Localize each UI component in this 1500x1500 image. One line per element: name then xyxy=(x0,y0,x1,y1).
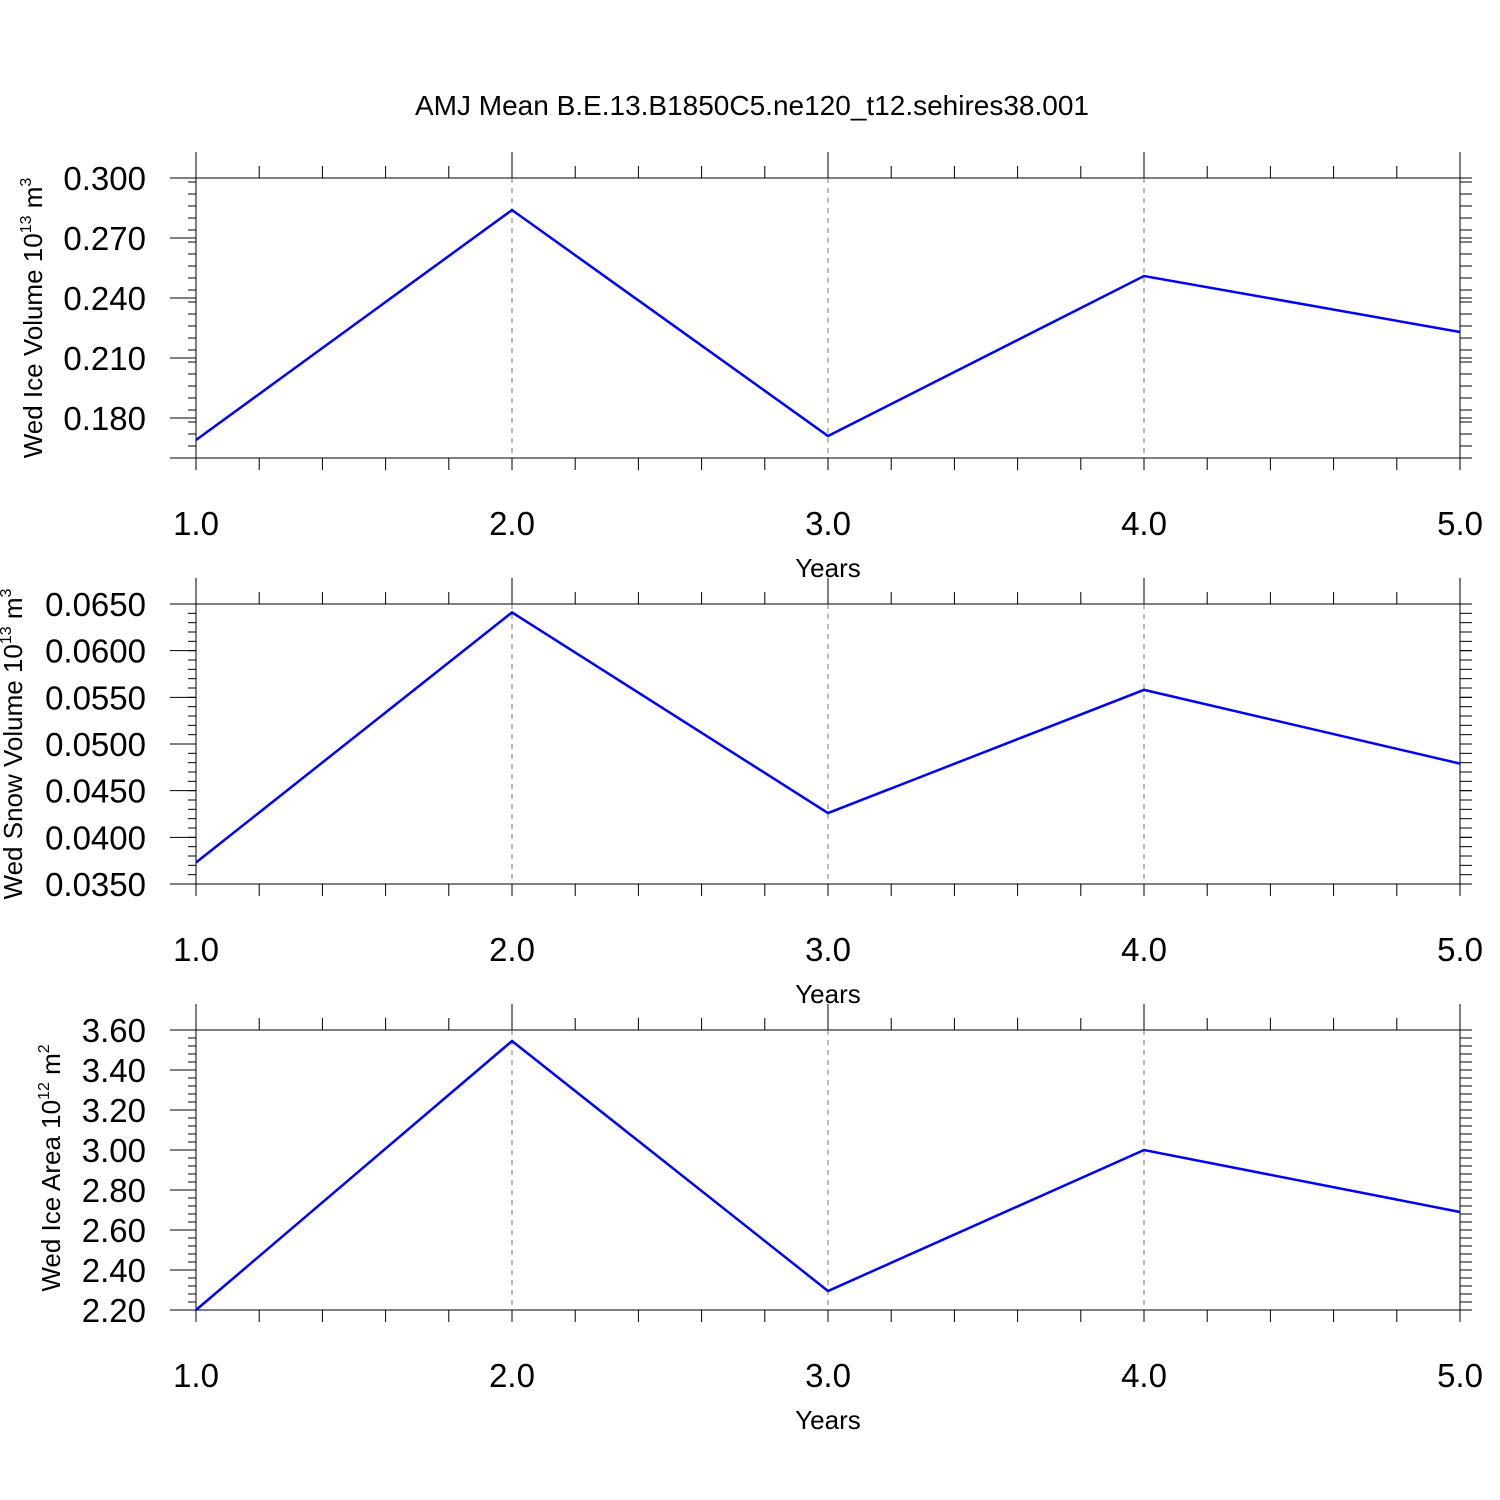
x-tick-label: 2.0 xyxy=(489,1357,535,1394)
y-tick-label: 0.0650 xyxy=(45,586,146,623)
y-tick-label: 2.20 xyxy=(82,1292,146,1329)
x-axis-label: Years xyxy=(795,1405,861,1435)
x-tick-label: 5.0 xyxy=(1437,931,1483,968)
y-axis-label: Wed Ice Area 1012 m2 xyxy=(36,1044,66,1291)
x-tick-label: 3.0 xyxy=(805,1357,851,1394)
x-tick-label: 4.0 xyxy=(1121,1357,1167,1394)
x-tick-label: 1.0 xyxy=(173,931,219,968)
chart-title: AMJ Mean B.E.13.B1850C5.ne120_t12.sehire… xyxy=(415,90,1089,121)
x-tick-label: 1.0 xyxy=(173,505,219,542)
y-tick-label: 3.00 xyxy=(82,1132,146,1169)
y-tick-label: 3.40 xyxy=(82,1052,146,1089)
x-tick-label: 3.0 xyxy=(805,931,851,968)
y-tick-label: 0.0550 xyxy=(45,679,146,716)
y-tick-label: 2.80 xyxy=(82,1172,146,1209)
y-tick-label: 0.0400 xyxy=(45,819,146,856)
panel-3: 2.202.402.602.803.003.203.403.60 1.0 2.0 3.… xyxy=(36,1004,1483,1435)
x-tick-label: 2.0 xyxy=(489,505,535,542)
y-tick-label: 0.240 xyxy=(63,280,146,317)
y-tick-label: 2.60 xyxy=(82,1212,146,1249)
x-tick-label: 4.0 xyxy=(1121,931,1167,968)
y-tick-label: 0.300 xyxy=(63,160,146,197)
x-tick-label: 5.0 xyxy=(1437,505,1483,542)
y-tick-label: 0.270 xyxy=(63,220,146,257)
y-tick-label: 0.0600 xyxy=(45,633,146,670)
x-tick-label: 5.0 xyxy=(1437,1357,1483,1394)
y-tick-label: 0.0350 xyxy=(45,866,146,903)
panel-1: 0.180 0.210 0.240 0.270 0.300 1.0 2.0 3.0 4.0 5.0… xyxy=(18,152,1483,583)
x-tick-label: 1.0 xyxy=(173,1357,219,1394)
y-axis-label: Wed Snow Volume 1013 m3 xyxy=(0,588,28,899)
x-tick-label: 2.0 xyxy=(489,931,535,968)
y-tick-label: 3.20 xyxy=(82,1092,146,1129)
panels: 0.180 0.210 0.240 0.270 0.300 1.0 2.0 3.0 4.0 5.0… xyxy=(0,152,1483,1435)
y-tick-label: 0.210 xyxy=(63,340,146,377)
panel-2: 0.0350 0.0400 0.0450 0.0500 0.0550 0.0600 0.06… xyxy=(0,578,1483,1009)
y-tick-label: 0.0500 xyxy=(45,726,146,763)
y-tick-label: 0.180 xyxy=(63,400,146,437)
y-tick-label: 0.0450 xyxy=(45,773,146,810)
y-axis-label: Wed Ice Volume 1013 m3 xyxy=(18,178,48,459)
x-tick-label: 3.0 xyxy=(805,505,851,542)
series-line xyxy=(195,208,1461,442)
y-tick-label: 2.40 xyxy=(82,1252,146,1289)
y-tick-label: 3.60 xyxy=(82,1012,146,1049)
x-tick-label: 4.0 xyxy=(1121,505,1167,542)
